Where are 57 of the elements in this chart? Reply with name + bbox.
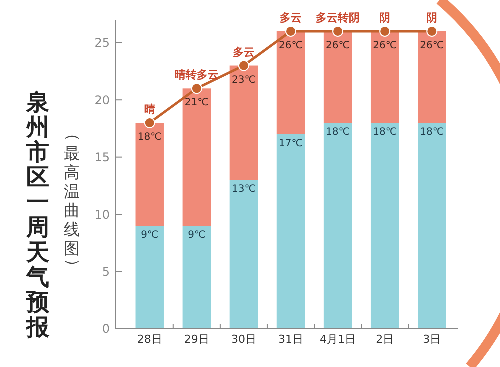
point bbox=[238, 60, 250, 72]
bar bbox=[370, 123, 400, 329]
annotation: 多云转阴 bbox=[316, 11, 360, 24]
y-tick-label: 15 bbox=[94, 150, 110, 165]
data-label: 26℃ bbox=[326, 40, 350, 52]
data-label: 21℃ bbox=[184, 98, 209, 109]
annotation: 晴 bbox=[144, 103, 156, 116]
bar bbox=[230, 66, 258, 180]
data-label: 17℃ bbox=[279, 138, 303, 150]
data-label: 18℃ bbox=[326, 127, 350, 138]
bar bbox=[136, 226, 164, 329]
bar bbox=[418, 31, 446, 123]
annotation: 多云 bbox=[280, 11, 302, 24]
data-label: 13℃ bbox=[232, 184, 256, 196]
bar bbox=[418, 123, 446, 329]
y-tick-label: 5 bbox=[102, 264, 110, 279]
bar bbox=[182, 88, 212, 226]
point bbox=[380, 26, 391, 37]
x-tick-label: 4月1日 bbox=[320, 333, 356, 346]
annotation: 多云 bbox=[232, 46, 255, 59]
point bbox=[191, 83, 202, 94]
bar bbox=[276, 134, 306, 329]
y-tick-label: 25 bbox=[94, 36, 110, 50]
annotation: 阴 bbox=[426, 11, 438, 24]
chart-title: 泉州市区一周天气预报 bbox=[26, 90, 50, 341]
data-label: 9℃ bbox=[141, 230, 159, 241]
bar bbox=[324, 31, 352, 123]
point bbox=[286, 26, 296, 37]
point bbox=[426, 26, 438, 37]
data-label: 18℃ bbox=[138, 132, 162, 143]
data-label: 23℃ bbox=[232, 74, 256, 86]
data-label: 26℃ bbox=[420, 40, 444, 52]
bar bbox=[370, 31, 400, 123]
x-tick-label: 31日 bbox=[278, 333, 304, 346]
bar bbox=[324, 123, 352, 329]
data-label: 26℃ bbox=[373, 40, 398, 52]
data-label: 9℃ bbox=[188, 230, 206, 241]
y-tick-label: 20 bbox=[94, 93, 110, 108]
x-tick-label: 30日 bbox=[231, 333, 256, 346]
data-label: 18℃ bbox=[373, 127, 398, 138]
data-label: 18℃ bbox=[420, 127, 444, 138]
bar bbox=[182, 226, 212, 329]
x-tick-label: 29日 bbox=[184, 333, 210, 346]
annotation: 阴 bbox=[380, 11, 391, 24]
point bbox=[332, 26, 344, 37]
x-tick-label: 3日 bbox=[423, 333, 442, 346]
bar bbox=[276, 31, 306, 134]
data-label: 26℃ bbox=[279, 40, 303, 52]
y-tick-label: 10 bbox=[94, 208, 110, 222]
bar bbox=[136, 123, 164, 226]
bar bbox=[230, 180, 258, 329]
annotation: 晴转多云 bbox=[174, 68, 219, 82]
text: （最高温曲线图） bbox=[64, 126, 83, 275]
x-tick-label: 2日 bbox=[376, 333, 394, 346]
point bbox=[144, 118, 156, 128]
x-tick-label: 28日 bbox=[137, 333, 162, 346]
y-tick-label: 0 bbox=[102, 322, 110, 336]
